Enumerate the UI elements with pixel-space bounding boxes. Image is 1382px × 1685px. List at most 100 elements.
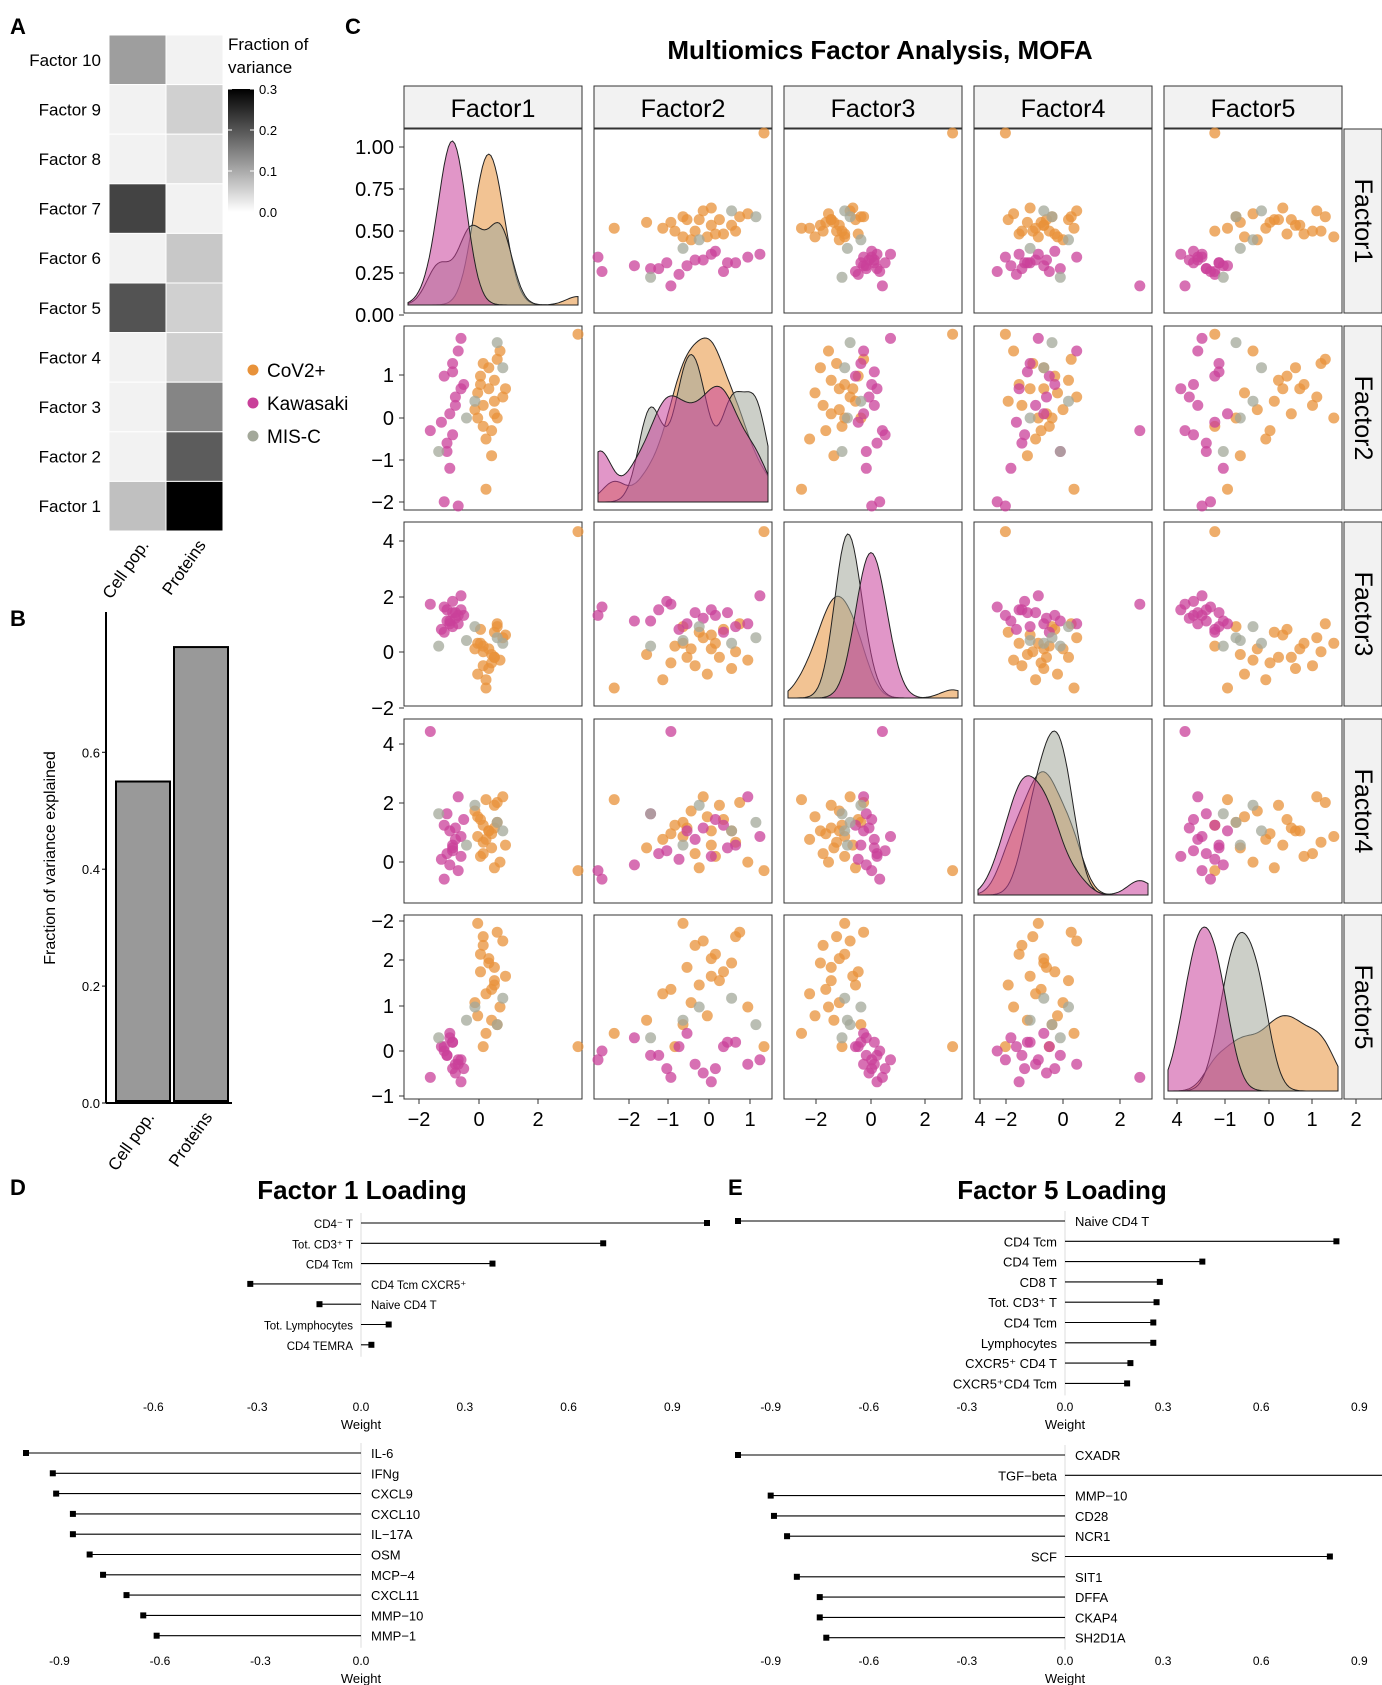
panel-letter-d: D bbox=[10, 1175, 26, 1200]
scatter-point bbox=[1200, 848, 1212, 860]
y-tick-label: 0.0 bbox=[82, 1096, 100, 1111]
scatter-point bbox=[876, 726, 888, 737]
legend-colorbar bbox=[228, 89, 254, 212]
scatter-point bbox=[1041, 651, 1052, 663]
scatter-point bbox=[1179, 280, 1191, 292]
scatter-point bbox=[1013, 228, 1025, 240]
scatter-point bbox=[868, 399, 880, 411]
scatter-point bbox=[1016, 939, 1028, 951]
scatter-point bbox=[673, 268, 685, 280]
scatter-point bbox=[839, 379, 851, 390]
loading-point bbox=[735, 1452, 741, 1458]
scatter-point bbox=[836, 1041, 848, 1053]
y-tick-label: 0 bbox=[383, 408, 394, 430]
scatter-point bbox=[1068, 682, 1080, 694]
facet-panel bbox=[1163, 325, 1343, 511]
scatter-point bbox=[754, 590, 766, 602]
scatter-point bbox=[444, 859, 456, 871]
scatter-point bbox=[754, 1054, 766, 1066]
loading-point bbox=[823, 1634, 830, 1641]
y-tick-label: 0 bbox=[383, 1041, 394, 1063]
scatter-point bbox=[1054, 1049, 1066, 1061]
scatter-point bbox=[645, 263, 657, 275]
x-tick-label: −2 bbox=[805, 1109, 828, 1131]
scatter-point bbox=[645, 615, 657, 627]
scatter-point bbox=[1213, 257, 1225, 269]
scatter-point bbox=[858, 926, 870, 938]
legend-label: MIS-C bbox=[267, 427, 321, 448]
loading-label: CXCL10 bbox=[371, 1507, 420, 1522]
x-tick-label: 2 bbox=[919, 1109, 930, 1131]
scatter-point bbox=[455, 1076, 467, 1088]
heatmap-cell bbox=[165, 431, 224, 482]
scatter-point bbox=[1035, 425, 1047, 437]
scatter-point bbox=[475, 948, 486, 960]
density-curve bbox=[597, 385, 769, 503]
y-tick-label: 1.00 bbox=[355, 137, 394, 159]
scatter-point bbox=[681, 1027, 693, 1039]
scatter-point bbox=[1260, 674, 1272, 686]
y-tick-label: 0 bbox=[383, 852, 394, 874]
scatter-point bbox=[1043, 266, 1055, 277]
scatter-point bbox=[825, 975, 837, 987]
scatter-point bbox=[645, 1032, 657, 1044]
scatter-point bbox=[1298, 850, 1310, 862]
heatmap-cell bbox=[108, 84, 167, 135]
loading-point bbox=[770, 1512, 777, 1519]
facet-strip-label: Factor2 bbox=[1349, 376, 1377, 461]
loading-label: SH2D1A bbox=[1075, 1631, 1126, 1646]
y-tick-label: −2 bbox=[371, 698, 394, 720]
loading-label: Tot. CD3⁺ T bbox=[292, 1239, 353, 1251]
scatter-point bbox=[477, 939, 489, 951]
scatter-point bbox=[697, 935, 709, 947]
scatter-point bbox=[879, 845, 891, 857]
scatter-point bbox=[1268, 626, 1280, 638]
x-tick-label: 0.0 bbox=[353, 1654, 370, 1668]
scatter-point bbox=[1315, 646, 1327, 658]
scatter-point bbox=[689, 1058, 701, 1070]
scatter-point bbox=[1307, 399, 1318, 411]
scatter-point bbox=[1285, 214, 1297, 226]
x-tick-label: 0.9 bbox=[1351, 1654, 1368, 1668]
scatter-point bbox=[1188, 595, 1199, 607]
scatter-point bbox=[841, 839, 853, 851]
scatter-point bbox=[705, 629, 717, 641]
facet-panel bbox=[403, 718, 583, 904]
scatter-point bbox=[855, 395, 867, 407]
loading-label: IFNg bbox=[371, 1466, 399, 1481]
scatter-point bbox=[480, 483, 492, 495]
loading-point bbox=[735, 1218, 741, 1224]
scatter-point bbox=[1213, 358, 1225, 369]
scatter-point bbox=[1032, 590, 1044, 602]
heatmap-row-label: Factor 3 bbox=[39, 398, 101, 417]
heatmap-cell bbox=[108, 381, 167, 433]
scatter-point bbox=[1209, 640, 1221, 652]
loading-point bbox=[600, 1240, 607, 1247]
scatter-point bbox=[742, 791, 754, 803]
loading-point bbox=[53, 1490, 60, 1497]
scatter-point bbox=[820, 983, 832, 995]
scatter-point bbox=[866, 865, 878, 877]
loading-point bbox=[1156, 1278, 1163, 1285]
scatter-point bbox=[1049, 1063, 1061, 1075]
scatter-point bbox=[447, 845, 459, 857]
scatter-point bbox=[572, 1041, 584, 1053]
scatter-point bbox=[730, 225, 742, 237]
scatter-point bbox=[1175, 850, 1187, 862]
x-tick-label: Cell pop. bbox=[104, 1108, 158, 1174]
x-tick-label: -0.3 bbox=[247, 1400, 268, 1414]
scatter-point bbox=[677, 839, 689, 851]
scatter-point bbox=[497, 825, 509, 837]
scatter-point bbox=[458, 814, 470, 825]
scatter-point bbox=[885, 332, 896, 344]
scatter-point bbox=[1038, 408, 1050, 420]
scatter-point bbox=[726, 637, 738, 649]
loading-point bbox=[123, 1592, 130, 1599]
loading-label: SIT1 bbox=[1075, 1570, 1102, 1585]
scatter-point bbox=[1264, 657, 1276, 669]
scatter-point bbox=[705, 850, 717, 862]
scatter-point bbox=[491, 353, 503, 365]
scatter-point bbox=[1285, 822, 1297, 834]
scatter-point bbox=[836, 1032, 848, 1044]
scatter-point bbox=[665, 983, 677, 995]
